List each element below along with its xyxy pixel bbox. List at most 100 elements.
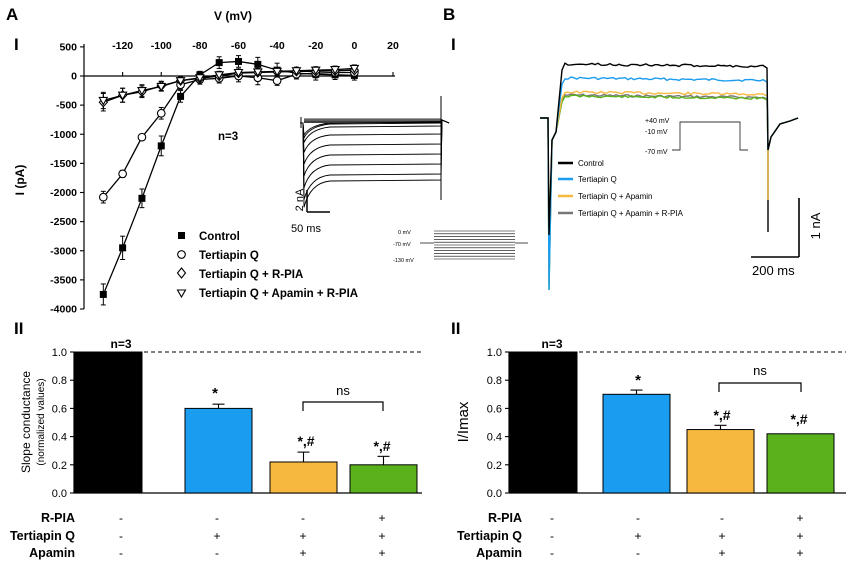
cond-a-cell: - (119, 529, 123, 543)
iv-point-tq-apamin-rpia (117, 91, 128, 101)
legend-label-tq-apamin-rpia: Tertiapin Q + Apamin + R-PIA (199, 288, 358, 300)
cond-b-cell: + (796, 511, 803, 525)
iv-y-tick-label: -2000 (50, 187, 77, 199)
iv-y-tick-label: -500 (56, 100, 77, 112)
cond-a-row-label: R-PIA (41, 511, 75, 525)
panel-b-sub-ii: II (451, 319, 460, 338)
b-trace-legend: Control Tertiapin Q Tertiapin Q + Apamin… (558, 159, 684, 218)
b-trace-green (540, 94, 799, 291)
cond-b-cell: + (796, 546, 803, 560)
condition-table-a: R-PIA - - - + Tertiapin Q - + + + Apamin - - + + (10, 511, 386, 560)
iv-x-tick-label: -120 (112, 40, 133, 52)
bar-b-y-tick-label: 0.8 (487, 375, 502, 387)
bar-a-y-tick-label: 0.6 (52, 403, 67, 415)
cond-b-cell: - (720, 511, 724, 525)
bar-a-bar-control (74, 351, 143, 494)
bar-a-y-label-2: (normalized values) (36, 378, 47, 465)
bar-a-bar-tq-apamin (269, 461, 338, 494)
bar-b-y-tick-label: 0.0 (487, 488, 502, 500)
cond-a-cell: + (213, 529, 220, 543)
iv-point-tq-apamin-rpia (175, 77, 186, 86)
cond-b-row-label: R-PIA (488, 511, 522, 525)
iv-y-tick-label: -1500 (50, 158, 77, 170)
cond-b-cell: + (796, 529, 803, 543)
iv-plot: -120 -100 -80 -60 -40 -20 0 20 500 0 -500 -1000 -15… (13, 9, 399, 316)
cond-a-cell: - (119, 511, 123, 525)
panel-a-sub-ii: II (14, 319, 23, 338)
protocol-label-0mv: 0 mV (398, 230, 411, 236)
bar-a-ns-label: ns (336, 383, 350, 398)
inset-scale-x-label: 50 ms (291, 223, 321, 235)
b-legend-label-tq: Tertiapin Q (578, 175, 617, 184)
b-trace-tq-apamin (540, 90, 799, 281)
b-protocol-step (672, 121, 748, 151)
iv-point-tq-apamin-rpia (136, 87, 147, 96)
iv-point-tq (118, 169, 127, 179)
bar-chart-a: 1.0 0.8 0.6 0.4 0.2 0.0 Slope conductance (no… (19, 337, 422, 500)
iv-x-tick-label: -60 (231, 40, 246, 52)
bar-chart-b: 1.00.80.60.40.20.0 I/Imax n=3 * *,# *,# … (455, 337, 846, 500)
bar-b-ns-label: ns (753, 363, 767, 378)
bar-a-annotation-1: * (212, 385, 218, 402)
iv-point-control (99, 290, 107, 298)
iv-point-tq-apamin-rpia (194, 74, 205, 83)
inset-trace (300, 119, 450, 208)
legend-marker-tq (177, 250, 186, 259)
iv-x-tick-label: -80 (192, 40, 207, 52)
iv-point-tq-apamin-rpia (98, 96, 109, 106)
inset-trace (300, 119, 450, 200)
iv-point-tq (272, 76, 282, 86)
iv-y-tick-label: -3500 (50, 274, 77, 286)
iv-point-control (138, 194, 146, 202)
iv-point-control (254, 60, 262, 68)
b-legend-label-control: Control (578, 159, 604, 168)
bar-b-ns-bracket (718, 382, 802, 392)
inset-current-traces: 2 nA 50 ms 0 mV -70 mV -130 mV (291, 96, 528, 264)
legend-marker-tq-rpia (176, 267, 187, 279)
bar-b-n-label: n=3 (541, 337, 562, 351)
b-current-traces (540, 62, 799, 291)
panel-letter-b: B (443, 5, 455, 24)
cond-b-row-label: Apamin (476, 546, 522, 560)
iv-point-control (119, 244, 127, 252)
bar-a-y-label-1: Slope conductance (19, 371, 33, 473)
cond-b-cell: + (634, 529, 641, 543)
legend-label-control: Control (199, 231, 240, 243)
bar-a-n-label: n=3 (110, 337, 131, 351)
b-protocol-10mv: -10 mV (645, 129, 668, 136)
iv-point-tq-apamin-rpia (233, 68, 244, 78)
iv-y-tick-label: -2500 (50, 216, 77, 228)
bar-b-y-tick-label: 0.4 (487, 432, 502, 444)
bar-b-y-tick-label: 0.2 (487, 460, 502, 472)
cond-b-cell: + (718, 546, 725, 560)
cond-b-cell: - (636, 546, 640, 560)
iv-x-tick-label: 0 (351, 40, 357, 52)
bar-b-annotation-1: * (635, 372, 641, 389)
bar-a-bar-tq-apamin-rpia (349, 464, 418, 494)
iv-point-tq-apamin-rpia (156, 82, 167, 92)
b-legend-label-tq-apamin: Tertiapin Q + Apamin (578, 192, 652, 201)
bar-b-bar-control (509, 351, 578, 494)
legend-label-tq-rpia: Tertiapin Q + R-PIA (199, 269, 303, 281)
bar-a-annotation-2: *,# (297, 433, 314, 449)
cond-b-cell: - (550, 511, 554, 525)
bar-b-bar-tq-apamin-rpia (766, 433, 835, 494)
cond-a-cell: - (119, 546, 123, 560)
iv-point-control (215, 59, 223, 67)
iv-point-control (235, 57, 242, 65)
bar-b-y-label: I/Imax (455, 401, 472, 442)
inset-voltage-protocol (420, 230, 528, 260)
iv-point-control (157, 142, 165, 150)
bar-a-y-tick-label: 0.4 (52, 432, 67, 444)
bar-a-y-tick-label: 0.0 (52, 488, 67, 500)
bar-a-bar-tq (184, 407, 253, 494)
iv-point-tq-apamin-rpia (291, 67, 302, 76)
condition-table-b: R-PIA - - - + Tertiapin Q - + + + Apamin - - + + (457, 511, 804, 560)
iv-x-tick-label: 20 (387, 40, 399, 52)
cond-a-row-label: Tertiapin Q (10, 529, 75, 543)
iv-y-label: I (pA) (13, 165, 27, 196)
iv-x-tick-label: -40 (270, 40, 285, 52)
iv-y-tick-label: -3000 (50, 245, 77, 257)
legend-label-tq: Tertiapin Q (199, 250, 259, 262)
